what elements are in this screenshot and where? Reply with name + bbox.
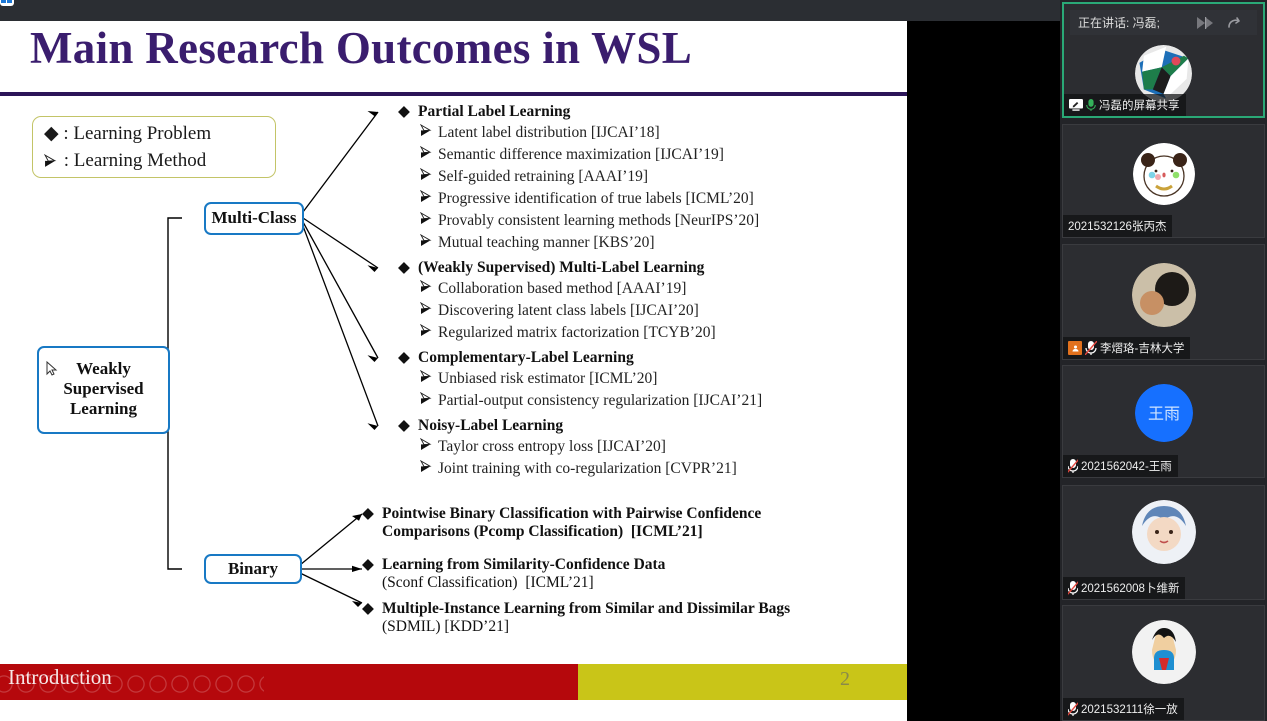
svg-text:王雨: 王雨 [1147,406,1179,423]
